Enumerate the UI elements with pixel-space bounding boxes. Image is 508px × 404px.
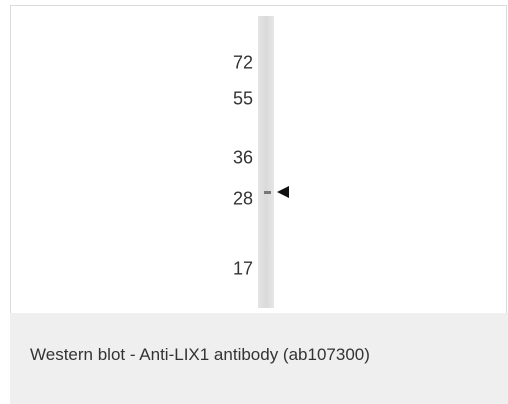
lane <box>258 16 274 308</box>
caption: Western blot - Anti-LIX1 antibody (ab107… <box>30 345 370 365</box>
arrow <box>277 186 289 198</box>
marker-label: 28 <box>233 189 253 210</box>
blot-figure: 72 55 36 28 17 <box>10 5 507 313</box>
marker-label: 72 <box>233 53 253 74</box>
marker-label: 36 <box>233 148 253 169</box>
page: {"blot": {"markers": ["72", "55", "36", … <box>0 0 508 404</box>
marker-label: 17 <box>233 259 253 280</box>
blot-image <box>11 6 508 314</box>
caption-box: Western blot - Anti-LIX1 antibody (ab107… <box>10 313 508 404</box>
band <box>264 191 271 194</box>
marker-label: 55 <box>233 89 253 110</box>
